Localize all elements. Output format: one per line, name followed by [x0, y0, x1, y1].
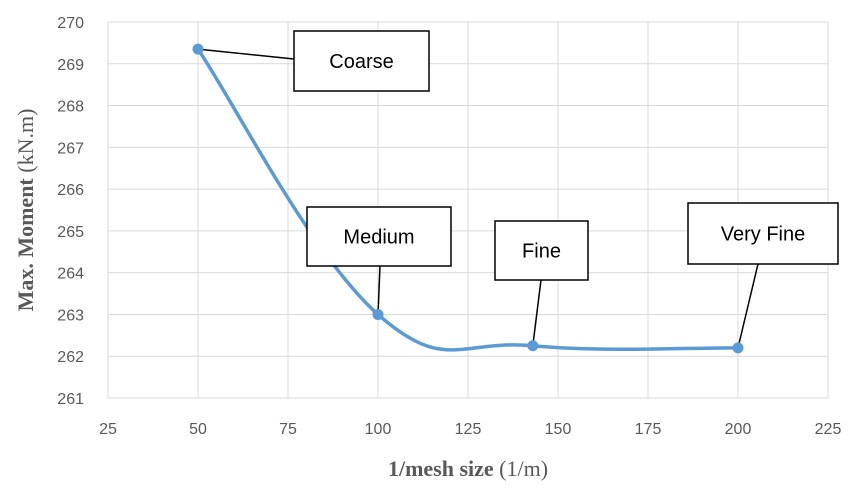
x-tick-label: 200 [725, 421, 752, 438]
callout-coarse: Coarse [197, 30, 430, 92]
y-tick-label: 269 [57, 57, 84, 74]
callout-very-fine: Very Fine [687, 202, 839, 349]
callout-box [494, 220, 589, 281]
y-axis-title: Max. Moment (kN.m) [13, 109, 38, 312]
data-point [192, 43, 204, 55]
x-tick-label: 75 [279, 421, 297, 438]
y-tick-label: 268 [57, 99, 84, 116]
callout-label: Very Fine [721, 224, 805, 246]
callout-leader [532, 279, 542, 346]
callout-leader [197, 48, 295, 60]
x-axis-title: 1/mesh size (1/m) [388, 456, 548, 481]
tick-labels: 25 50 75 100 125 150 175 200 225 261 262 263 264 265 2… [57, 15, 841, 438]
series-line [196, 47, 740, 352]
x-tick-label: 50 [189, 421, 207, 438]
x-tick-label: 100 [365, 421, 392, 438]
y-tick-label: 263 [57, 307, 84, 324]
y-tick-label: 265 [57, 224, 84, 241]
callout-fine: Fine [494, 220, 589, 346]
callout-leader [377, 265, 381, 315]
y-tick-label: 262 [57, 349, 84, 366]
y-tick-label: 270 [57, 15, 84, 32]
data-point [527, 340, 539, 352]
callout-box [687, 202, 839, 265]
data-points [192, 43, 744, 354]
x-tick-label: 150 [545, 421, 572, 438]
callout-box [306, 206, 452, 267]
callout-label: Medium [343, 227, 414, 249]
callouts: Coarse Medium Fine Very Fine [197, 30, 839, 349]
callout-medium: Medium [306, 206, 452, 315]
x-tick-label: 225 [815, 421, 842, 438]
x-tick-label: 25 [99, 421, 117, 438]
y-tick-label: 266 [57, 182, 84, 199]
data-point [732, 342, 744, 354]
callout-leader [737, 263, 759, 349]
data-point [372, 308, 384, 320]
y-tick-label: 261 [57, 391, 84, 408]
y-tick-label: 267 [57, 140, 84, 157]
callout-label: Fine [522, 241, 561, 263]
callout-label: Coarse [329, 51, 393, 73]
x-tick-label: 125 [455, 421, 482, 438]
x-tick-label: 175 [635, 421, 662, 438]
y-tick-label: 264 [57, 266, 84, 283]
callout-box [293, 30, 430, 92]
